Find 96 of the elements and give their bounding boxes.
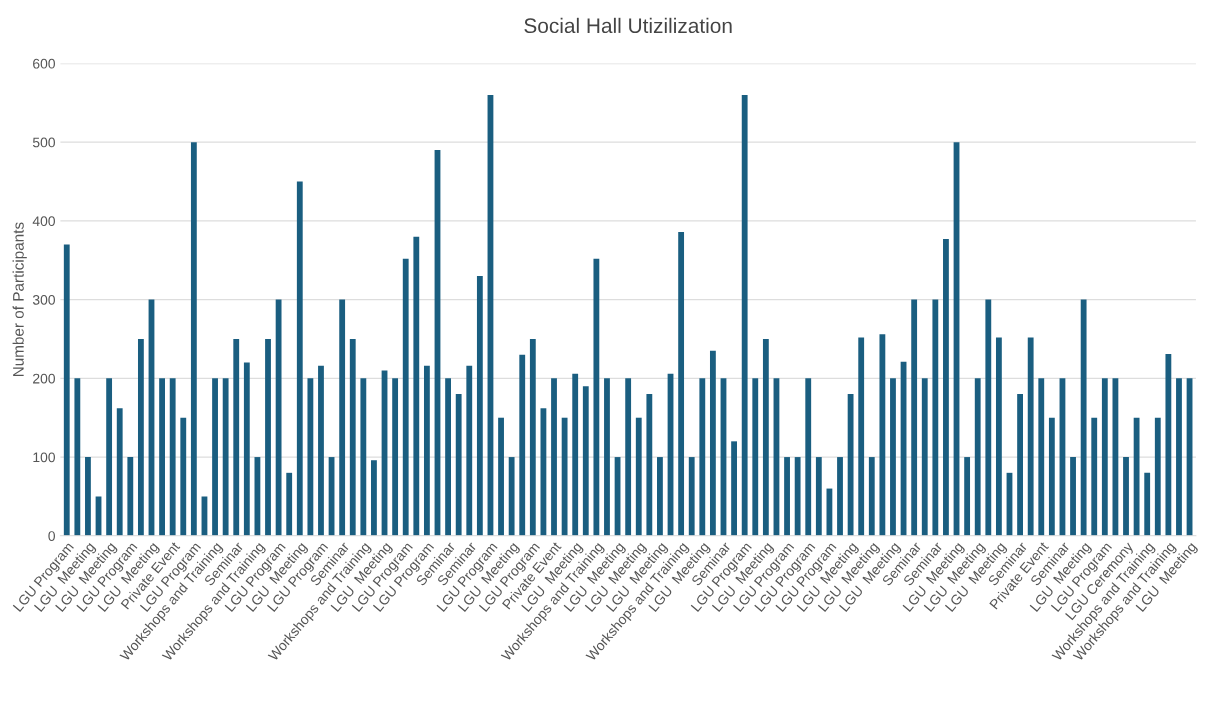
bar [137, 338, 144, 536]
bar [985, 299, 992, 536]
bar [868, 457, 875, 536]
bar [519, 354, 526, 536]
bar [106, 378, 113, 536]
bar [921, 378, 928, 536]
bar [349, 338, 356, 536]
bar [1091, 417, 1098, 536]
bar [318, 365, 324, 536]
bar [593, 258, 600, 536]
bar [625, 378, 632, 536]
bar [1048, 417, 1055, 536]
bar [646, 394, 653, 536]
bar [964, 457, 971, 536]
bar [476, 276, 483, 536]
bar [635, 417, 642, 536]
bar [815, 457, 822, 536]
bar [212, 378, 218, 536]
bar [1017, 394, 1023, 536]
bar [699, 378, 706, 536]
y-tick-label: 300 [32, 294, 55, 305]
bar [858, 337, 865, 536]
bar [1101, 378, 1108, 536]
bar [116, 408, 123, 536]
bar [604, 378, 610, 536]
bar [508, 457, 515, 536]
bar [233, 338, 240, 536]
bar [190, 142, 197, 536]
bar [911, 299, 918, 536]
chart-title: Social Hall Utizilization [524, 17, 732, 34]
bar [371, 460, 377, 536]
bar [1070, 457, 1076, 536]
y-tick-label: 100 [33, 452, 55, 463]
bar [85, 457, 91, 536]
bar [339, 299, 346, 536]
bar [222, 378, 229, 536]
bar [731, 441, 737, 536]
bar [879, 334, 886, 536]
bar [169, 378, 176, 536]
bar [498, 417, 504, 536]
bar [709, 350, 716, 536]
bar [466, 365, 473, 536]
bar [1080, 299, 1087, 536]
bar [307, 378, 314, 536]
bar [296, 181, 303, 536]
bar [265, 338, 271, 536]
bar [1038, 378, 1045, 536]
bar [413, 236, 420, 536]
bar [805, 378, 812, 536]
bar [392, 378, 399, 536]
bar [1154, 417, 1161, 536]
y-tick-label: 400 [32, 216, 55, 227]
bar [63, 244, 70, 536]
bar [286, 472, 293, 536]
bar [423, 365, 430, 536]
bar [529, 338, 536, 536]
bar [1133, 417, 1140, 536]
bar [974, 378, 981, 536]
bar [159, 378, 165, 536]
bar [837, 457, 843, 536]
y-tick-label: 600 [33, 58, 55, 69]
bar [1165, 353, 1172, 536]
bar [551, 378, 557, 536]
bar [572, 373, 579, 536]
bar [445, 378, 451, 536]
bar [127, 457, 134, 536]
bar [784, 457, 790, 536]
y-tick-label: 0 [48, 531, 55, 541]
bar [1123, 457, 1129, 536]
bar [752, 378, 759, 536]
bar [455, 394, 462, 536]
bar [561, 417, 568, 536]
bar [847, 394, 854, 536]
y-tick-label: 500 [32, 137, 55, 148]
bar [932, 299, 939, 536]
bar [275, 299, 282, 536]
bar [794, 457, 801, 536]
bar [180, 417, 187, 536]
bar [995, 337, 1002, 536]
bar [1176, 378, 1182, 536]
bar [762, 338, 769, 536]
bar [1144, 472, 1151, 536]
bar [74, 378, 81, 536]
bar [741, 94, 748, 536]
bar [890, 378, 896, 536]
y-axis-title: Number of Participants [12, 222, 27, 377]
bar [243, 362, 250, 536]
bar [1027, 337, 1034, 536]
bar [360, 378, 367, 536]
bar [943, 239, 949, 536]
bar [582, 386, 589, 536]
bar [402, 258, 409, 536]
bar [678, 231, 685, 536]
y-tick-label: 200 [33, 373, 55, 384]
bar [688, 457, 695, 536]
bar [657, 457, 663, 536]
